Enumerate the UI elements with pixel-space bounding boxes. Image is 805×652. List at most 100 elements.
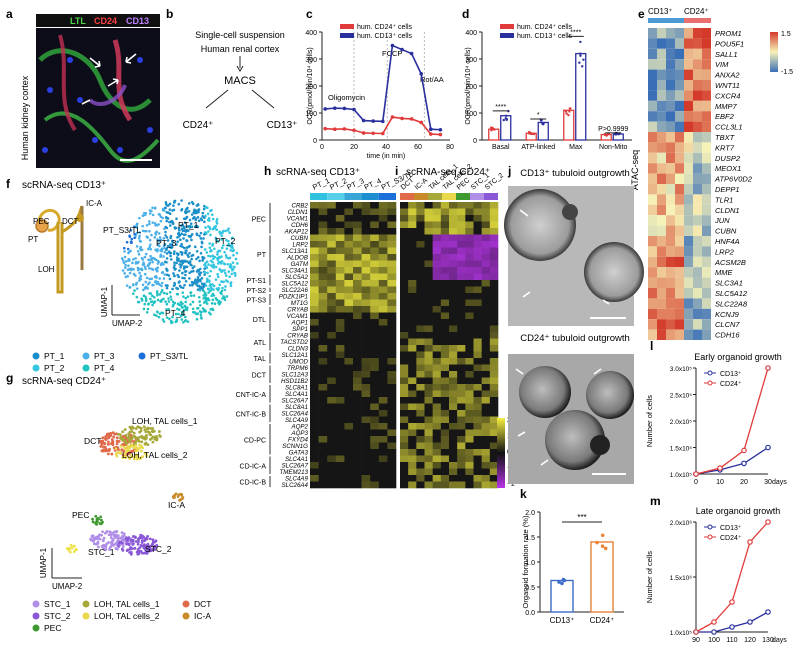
umap-point bbox=[132, 292, 135, 295]
umap-point bbox=[101, 520, 104, 524]
gene-label: SLC12A1 bbox=[282, 352, 309, 359]
gene-label: CLDN1 bbox=[715, 206, 740, 215]
i-cell bbox=[432, 247, 442, 255]
h-cell bbox=[318, 468, 328, 476]
umap-point bbox=[124, 435, 128, 439]
umap-point bbox=[104, 447, 108, 451]
i-cell bbox=[440, 332, 450, 339]
heat-cell bbox=[675, 48, 684, 60]
heat-cell bbox=[693, 28, 702, 39]
i-cell bbox=[449, 293, 458, 300]
j-arrows-1 bbox=[519, 209, 610, 305]
i-cell bbox=[465, 247, 474, 255]
i-cell bbox=[424, 293, 433, 300]
umap-point bbox=[119, 433, 122, 437]
h-cell bbox=[361, 455, 371, 463]
umap-point bbox=[181, 276, 184, 280]
h-cell bbox=[335, 208, 345, 216]
h-cell bbox=[310, 228, 319, 235]
i-cell bbox=[449, 462, 458, 469]
gene-label: EBF2 bbox=[715, 112, 735, 121]
heat-cell bbox=[684, 298, 693, 309]
i-cell bbox=[408, 410, 417, 417]
i-cell bbox=[416, 410, 425, 417]
h-cell bbox=[361, 364, 371, 372]
umap-point bbox=[210, 302, 214, 305]
col-group-cd13: CD13⁺ bbox=[648, 7, 673, 16]
h-cell bbox=[327, 364, 337, 372]
i-cell bbox=[400, 449, 409, 456]
h-cell bbox=[370, 455, 380, 463]
growth-point bbox=[729, 599, 735, 605]
i-cell bbox=[408, 455, 417, 463]
umap-point bbox=[91, 520, 95, 524]
x-tick-label: 40 bbox=[382, 144, 390, 151]
umap-point bbox=[127, 264, 130, 268]
i-cell bbox=[473, 423, 482, 430]
gene-label: UMOD bbox=[289, 359, 308, 366]
h-cell bbox=[353, 221, 362, 229]
i-cell bbox=[432, 241, 442, 248]
h-cell bbox=[327, 403, 337, 411]
umap-point bbox=[173, 263, 176, 267]
h-cell bbox=[335, 241, 345, 248]
i-cell bbox=[408, 351, 417, 359]
umap-point bbox=[198, 273, 201, 277]
umap-point bbox=[101, 530, 104, 534]
i-cell bbox=[440, 371, 450, 378]
dot bbox=[528, 130, 531, 134]
significance: P>0.9999 bbox=[598, 126, 628, 133]
i-cell bbox=[416, 475, 425, 482]
bar bbox=[575, 52, 587, 141]
h-cell bbox=[361, 481, 371, 489]
heat-cell bbox=[657, 80, 666, 91]
h-cell bbox=[327, 215, 337, 222]
gene-label: SLC5A12 bbox=[715, 289, 748, 298]
h-cell bbox=[335, 293, 345, 300]
i-cell bbox=[481, 247, 491, 255]
x-tick-label: 80 bbox=[446, 144, 454, 151]
umap-point bbox=[204, 293, 208, 297]
umap-point bbox=[122, 261, 126, 265]
umap-point bbox=[145, 229, 148, 233]
umap-point bbox=[184, 208, 188, 211]
i-cell bbox=[465, 280, 474, 287]
panel-letter-m: m bbox=[650, 494, 661, 508]
i-cell bbox=[465, 332, 474, 339]
umap-point bbox=[200, 282, 204, 286]
i-cell bbox=[473, 416, 482, 424]
i-cell bbox=[465, 286, 474, 294]
i-cell bbox=[449, 371, 458, 378]
umap-point bbox=[101, 436, 105, 440]
i-cell bbox=[416, 390, 425, 398]
i-cell bbox=[449, 286, 458, 294]
umap-point bbox=[198, 234, 201, 238]
umap-point bbox=[159, 300, 163, 303]
i-cell bbox=[408, 228, 417, 235]
umap-point bbox=[218, 267, 221, 271]
h-cell bbox=[370, 215, 380, 222]
dot bbox=[491, 126, 494, 130]
umap-point bbox=[233, 265, 236, 269]
h-cell bbox=[335, 234, 345, 242]
umap-point bbox=[187, 234, 191, 238]
gene-label: TRPM6 bbox=[287, 365, 309, 372]
heat-cell bbox=[666, 59, 675, 70]
umap-point bbox=[205, 260, 209, 264]
h-cell bbox=[318, 260, 328, 268]
heat-cell bbox=[675, 59, 684, 70]
heat-cell bbox=[666, 308, 675, 320]
i-cell bbox=[416, 364, 425, 372]
h-cell bbox=[370, 371, 380, 378]
umap-point bbox=[207, 298, 211, 302]
umap-point bbox=[152, 296, 156, 299]
h-cell bbox=[310, 410, 319, 417]
umap-point bbox=[133, 535, 137, 539]
i-cell bbox=[473, 462, 482, 469]
data-point bbox=[342, 106, 347, 111]
umap-point bbox=[229, 248, 232, 252]
h-cell bbox=[335, 377, 345, 385]
umap-point bbox=[145, 310, 149, 314]
umap-point bbox=[162, 277, 166, 280]
h-cell bbox=[387, 325, 397, 333]
